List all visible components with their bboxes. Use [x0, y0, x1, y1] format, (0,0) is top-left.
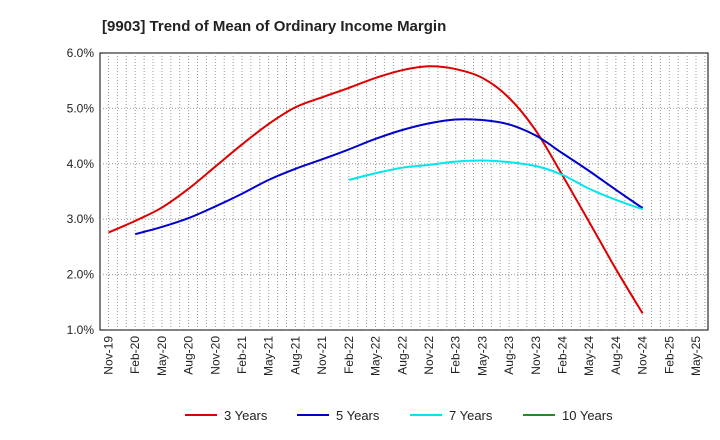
- x-tick-label: Aug-22: [395, 336, 409, 375]
- y-tick-label: 4.0%: [67, 157, 95, 171]
- y-axis: 1.0% 2.0% 3.0% 4.0% 5.0% 6.0%: [67, 46, 95, 337]
- x-tick-label: Nov-22: [422, 336, 436, 375]
- x-tick-label: Aug-21: [288, 336, 302, 375]
- x-tick-label: May-25: [689, 336, 703, 376]
- series-line-3: [348, 159, 643, 211]
- x-tick-label: Nov-21: [315, 336, 329, 375]
- x-tick-label: Nov-20: [208, 336, 222, 375]
- x-tick-label: Aug-20: [182, 336, 196, 375]
- x-tick-label: Aug-23: [502, 336, 516, 375]
- x-tick-label: Feb-21: [235, 336, 249, 374]
- x-tick-label: May-24: [582, 336, 596, 376]
- x-tick-label: Nov-23: [529, 336, 543, 375]
- x-tick-label: Feb-24: [555, 336, 569, 374]
- x-tick-label: Feb-23: [449, 336, 463, 374]
- x-tick-label: May-22: [369, 336, 383, 376]
- x-tick-label: Nov-24: [636, 336, 650, 375]
- x-tick-label: Feb-20: [128, 336, 142, 374]
- y-tick-label: 6.0%: [67, 46, 95, 60]
- legend-label: 3 Years: [224, 408, 268, 423]
- y-tick-label: 1.0%: [67, 323, 95, 337]
- x-tick-label: May-20: [155, 336, 169, 376]
- x-tick-label: May-21: [262, 336, 276, 376]
- series-line-1: [108, 65, 644, 314]
- x-tick-label: Aug-24: [609, 336, 623, 375]
- x-tick-label: May-23: [475, 336, 489, 376]
- y-tick-label: 2.0%: [67, 268, 95, 282]
- series-layer: [108, 65, 644, 314]
- chart-title: [9903] Trend of Mean of Ordinary Income …: [102, 18, 446, 35]
- x-tick-label: Feb-22: [342, 336, 356, 374]
- series-line-2: [134, 118, 644, 236]
- legend-label: 7 Years: [449, 408, 493, 423]
- x-tick-label: Nov-19: [102, 336, 116, 375]
- legend-label: 10 Years: [562, 408, 613, 423]
- legend-label: 5 Years: [336, 408, 380, 423]
- x-axis: Nov-19 Feb-20 May-20 Aug-20 Nov-20 Feb-21 May-…: [102, 336, 704, 376]
- y-tick-label: 3.0%: [67, 212, 95, 226]
- legend: 3 Years 5 Years 7 Years 10 Years: [185, 408, 613, 423]
- y-tick-label: 5.0%: [67, 101, 95, 115]
- x-tick-label: Feb-25: [662, 336, 676, 374]
